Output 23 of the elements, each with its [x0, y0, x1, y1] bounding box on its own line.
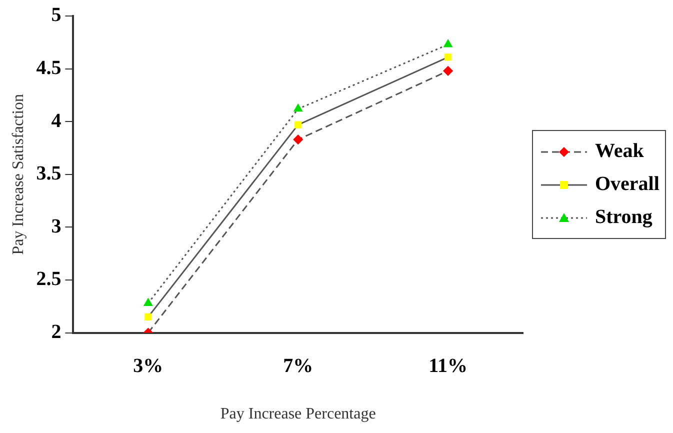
- x-tick-label: 3%: [133, 354, 164, 377]
- point: [294, 104, 302, 112]
- point: [444, 40, 452, 48]
- y-tick-label: 2: [51, 320, 62, 343]
- point: [144, 298, 152, 306]
- y-tick-label: 3.5: [36, 162, 62, 185]
- y-tick-label: 5: [51, 4, 62, 26]
- y-axis-title: Pay Increase Satisfaction: [10, 94, 27, 255]
- x-tick-label: 7%: [283, 354, 314, 377]
- x-axis-title: Pay Increase Percentage: [220, 406, 376, 423]
- y-tick-label: 2.5: [36, 268, 62, 290]
- point: [443, 66, 453, 76]
- point: [144, 313, 152, 321]
- legend-label: Strong: [595, 206, 652, 229]
- legend-label: Overall: [595, 173, 660, 196]
- y-tick-label: 3: [51, 215, 62, 238]
- point: [293, 134, 303, 144]
- y-tick-label: 4.5: [36, 56, 62, 79]
- x-tick-label: 11%: [428, 354, 468, 377]
- legend-label: Weak: [595, 140, 644, 163]
- point: [444, 54, 452, 61]
- point: [294, 121, 302, 128]
- y-tick-label: 4: [51, 110, 62, 132]
